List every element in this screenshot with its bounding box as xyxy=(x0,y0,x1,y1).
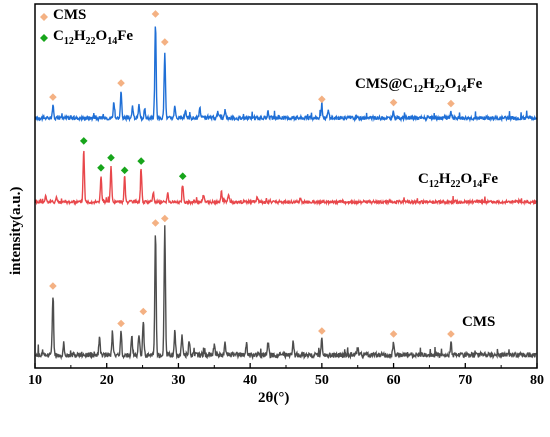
y-axis-title: intensity(a.u.) xyxy=(8,187,25,275)
series-label-c12h22o14fe: C12H22O14Fe xyxy=(418,171,498,190)
peak-marker-0-3 xyxy=(161,38,169,46)
peak-marker-2-6 xyxy=(390,330,398,338)
peak-marker-0-4 xyxy=(318,95,326,103)
legend-entry-cms: CMS xyxy=(53,7,86,24)
peak-marker-0-5 xyxy=(390,99,398,107)
x-tick-label: 40 xyxy=(243,373,257,388)
peak-marker-2-1 xyxy=(117,320,125,328)
x-tick-label: 30 xyxy=(171,373,185,388)
legend-label-cms: CMS xyxy=(53,7,86,23)
x-tick-label: 50 xyxy=(315,373,329,388)
x-tick-label: 60 xyxy=(387,373,401,388)
legend-entry-c12h22o14fe: C12H22O14Fe xyxy=(53,28,133,47)
series-label-cms-at-c12h22o14fe: CMS@C12H22O14Fe xyxy=(355,76,482,95)
x-tick-label: 70 xyxy=(458,373,472,388)
legend-label-c12h22o14fe: C12H22O14Fe xyxy=(53,28,133,44)
x-tick-label: 20 xyxy=(100,373,114,388)
peak-marker-2-5 xyxy=(318,327,326,335)
peak-marker-1-1 xyxy=(97,164,105,172)
peak-marker-0-0 xyxy=(49,93,57,101)
series-line-2 xyxy=(36,225,536,357)
peak-marker-1-0 xyxy=(80,137,88,145)
peak-marker-1-5 xyxy=(179,172,187,180)
peak-marker-2-4 xyxy=(161,215,169,223)
peak-marker-2-3 xyxy=(152,219,160,227)
peak-marker-2-7 xyxy=(447,330,455,338)
x-tick-label: 80 xyxy=(530,373,544,388)
peak-marker-0-1 xyxy=(117,79,125,87)
series-label-cms: CMS xyxy=(462,314,495,331)
x-axis-ticks: 10 20 30 40 50 60 70 80 xyxy=(28,363,544,388)
x-axis-title: 2θ(°) xyxy=(258,390,289,407)
peak-marker-2-2 xyxy=(139,308,147,316)
peak-marker-1-4 xyxy=(137,157,145,165)
legend-marker-0 xyxy=(40,13,48,21)
legend-marker-1 xyxy=(40,34,48,42)
peak-marker-1-3 xyxy=(121,167,129,175)
peak-marker-1-2 xyxy=(107,154,115,162)
peak-marker-2-0 xyxy=(49,282,57,290)
peak-marker-0-6 xyxy=(447,100,455,108)
legend-markers xyxy=(40,13,48,42)
x-tick-label: 10 xyxy=(28,373,42,388)
peak-marker-0-2 xyxy=(152,10,160,18)
